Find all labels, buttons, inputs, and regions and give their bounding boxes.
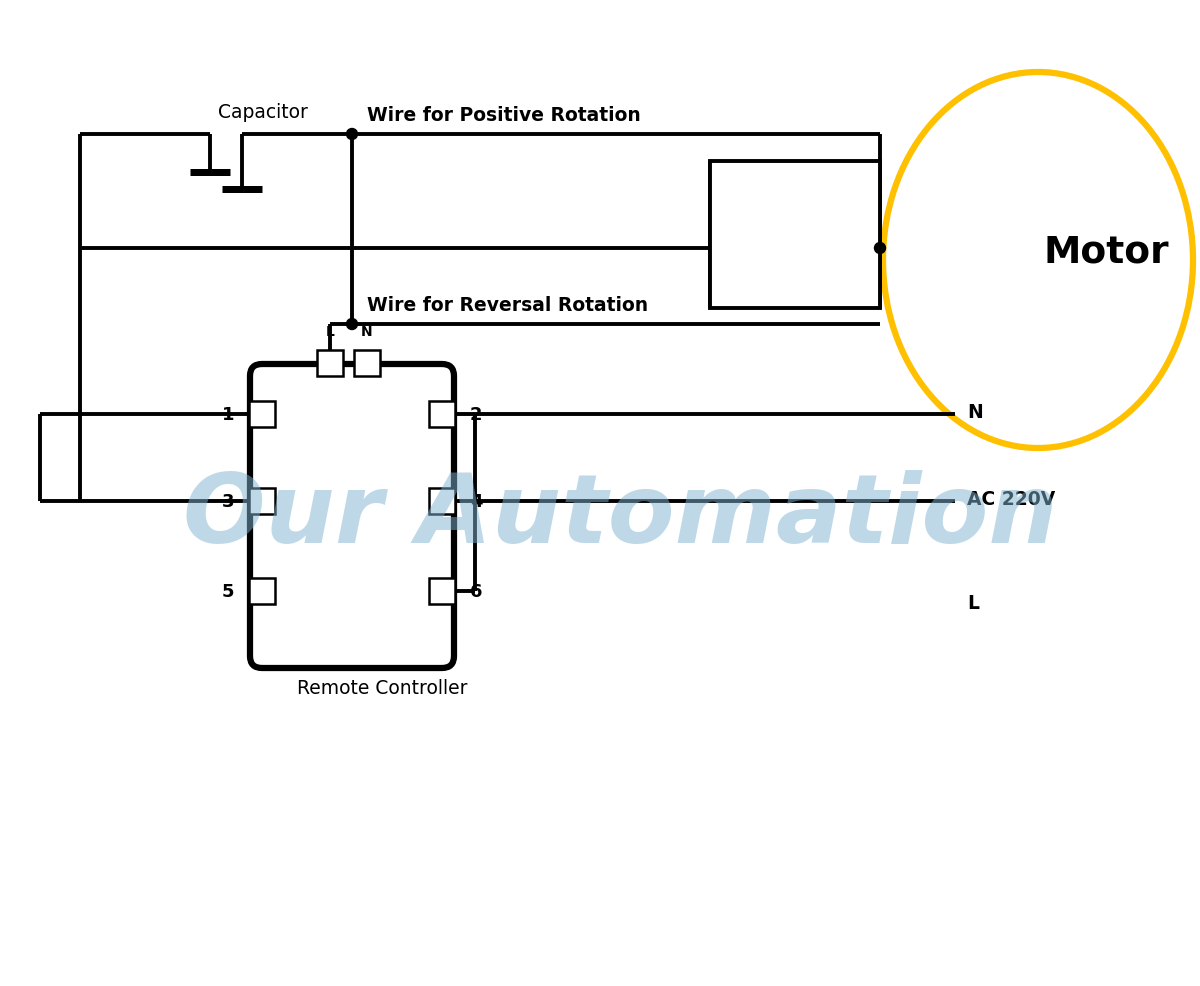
Text: Motor: Motor: [1043, 235, 1169, 271]
Bar: [250, 579, 275, 604]
Text: Wire for Reversal Rotation: Wire for Reversal Rotation: [367, 296, 648, 315]
Bar: [250, 488, 275, 515]
Circle shape: [875, 244, 886, 254]
Text: 6: 6: [470, 583, 482, 600]
Text: Capacitor: Capacitor: [218, 103, 308, 122]
Text: N: N: [361, 324, 373, 338]
Text: Wire for Positive Rotation: Wire for Positive Rotation: [367, 106, 641, 125]
Text: Our Automation: Our Automation: [182, 470, 1057, 563]
FancyBboxPatch shape: [250, 365, 454, 669]
Ellipse shape: [883, 73, 1193, 449]
Circle shape: [347, 319, 358, 330]
Text: AC 220V: AC 220V: [967, 490, 1055, 509]
Bar: [710, 162, 880, 309]
Bar: [430, 579, 455, 604]
Text: 1: 1: [222, 405, 234, 424]
Bar: [354, 351, 380, 377]
Text: 5: 5: [222, 583, 234, 600]
Text: L: L: [325, 324, 335, 338]
Text: 3: 3: [222, 492, 234, 511]
Text: 4: 4: [470, 492, 482, 511]
Text: L: L: [967, 594, 979, 613]
Text: COM: COM: [728, 222, 776, 241]
Bar: [430, 488, 455, 515]
Text: Remote Controller: Remote Controller: [296, 678, 467, 697]
Text: Input: Input: [325, 487, 379, 506]
Text: N: N: [967, 403, 983, 422]
Bar: [430, 401, 455, 428]
Circle shape: [347, 129, 358, 140]
Bar: [317, 351, 343, 377]
Bar: [250, 401, 275, 428]
Text: 2: 2: [470, 405, 482, 424]
